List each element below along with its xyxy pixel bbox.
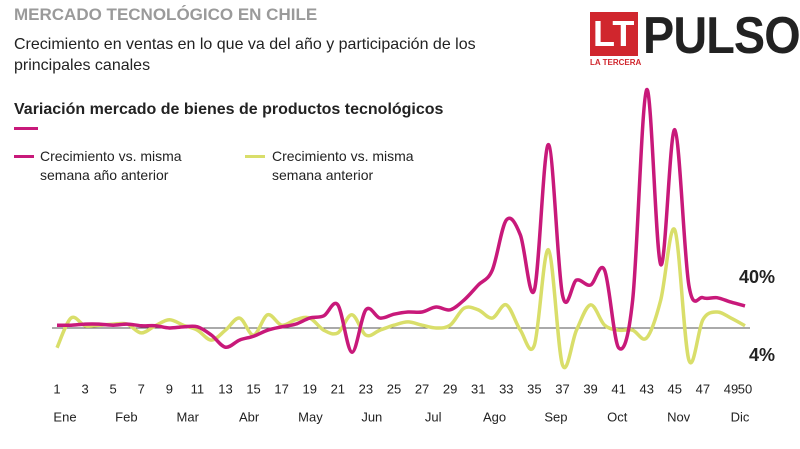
x-tick-label: 25 (387, 381, 401, 396)
x-tick-label: 37 (555, 381, 569, 396)
x-tick-label: 39 (583, 381, 597, 396)
month-label: Oct (607, 409, 628, 424)
month-label: Jul (425, 409, 442, 424)
legend-swatch (14, 155, 34, 158)
month-label: Jun (361, 409, 382, 424)
series-line (56, 87, 746, 354)
x-tick-label: 33 (499, 381, 513, 396)
x-tick-label: 27 (415, 381, 429, 396)
logo-brand: LA TERCERA (590, 58, 642, 67)
x-tick-label: 43 (639, 381, 653, 396)
x-tick-label: 29 (443, 381, 457, 396)
logo-box (590, 12, 638, 56)
x-tick-label: 50 (738, 381, 752, 396)
x-tick-label: 41 (611, 381, 625, 396)
logo-letters: LT (593, 13, 635, 54)
x-tick-label: 23 (359, 381, 373, 396)
legend-entry: Crecimiento vs. misma semana año anterio… (40, 148, 182, 183)
legend-entry: Crecimiento vs. misma semana anterior (272, 148, 414, 183)
month-label: Dic (731, 409, 750, 424)
x-tick-label: 13 (218, 381, 232, 396)
x-tick-label: 45 (668, 381, 682, 396)
x-tick-label: 17 (274, 381, 288, 396)
month-label: Mar (177, 409, 200, 424)
month-label: Feb (115, 409, 137, 424)
subtitle: Crecimiento en ventas en lo que va del a… (14, 36, 476, 74)
month-label: Abr (239, 409, 260, 424)
x-tick-label: 31 (471, 381, 485, 396)
x-tick-label: 49 (724, 381, 738, 396)
end-label: 40% (739, 267, 775, 287)
x-tick-label: 9 (166, 381, 173, 396)
month-label: Sep (544, 409, 567, 424)
x-tick-label: 7 (138, 381, 145, 396)
x-tick-label: 15 (246, 381, 260, 396)
x-tick-label: 35 (527, 381, 541, 396)
month-label: May (298, 409, 323, 424)
heading-marker (14, 127, 38, 130)
month-label: Nov (667, 409, 691, 424)
x-tick-label: 11 (191, 381, 205, 396)
end-label: 4% (749, 345, 775, 365)
chart-title: MERCADO TECNOLÓGICO EN CHILE (14, 5, 318, 24)
logo-name: PULSO (643, 7, 800, 65)
x-tick-label: 1 (53, 381, 60, 396)
month-label: Ene (53, 409, 76, 424)
x-tick-label: 47 (696, 381, 710, 396)
heading: Variación mercado de bienes de productos… (14, 101, 444, 118)
x-tick-label: 3 (81, 381, 88, 396)
x-tick-label: 5 (110, 381, 117, 396)
series-line (55, 227, 746, 370)
month-label: Ago (483, 409, 506, 424)
x-tick-label: 19 (303, 381, 317, 396)
x-tick-label: 21 (331, 381, 345, 396)
legend-swatch (245, 155, 265, 158)
